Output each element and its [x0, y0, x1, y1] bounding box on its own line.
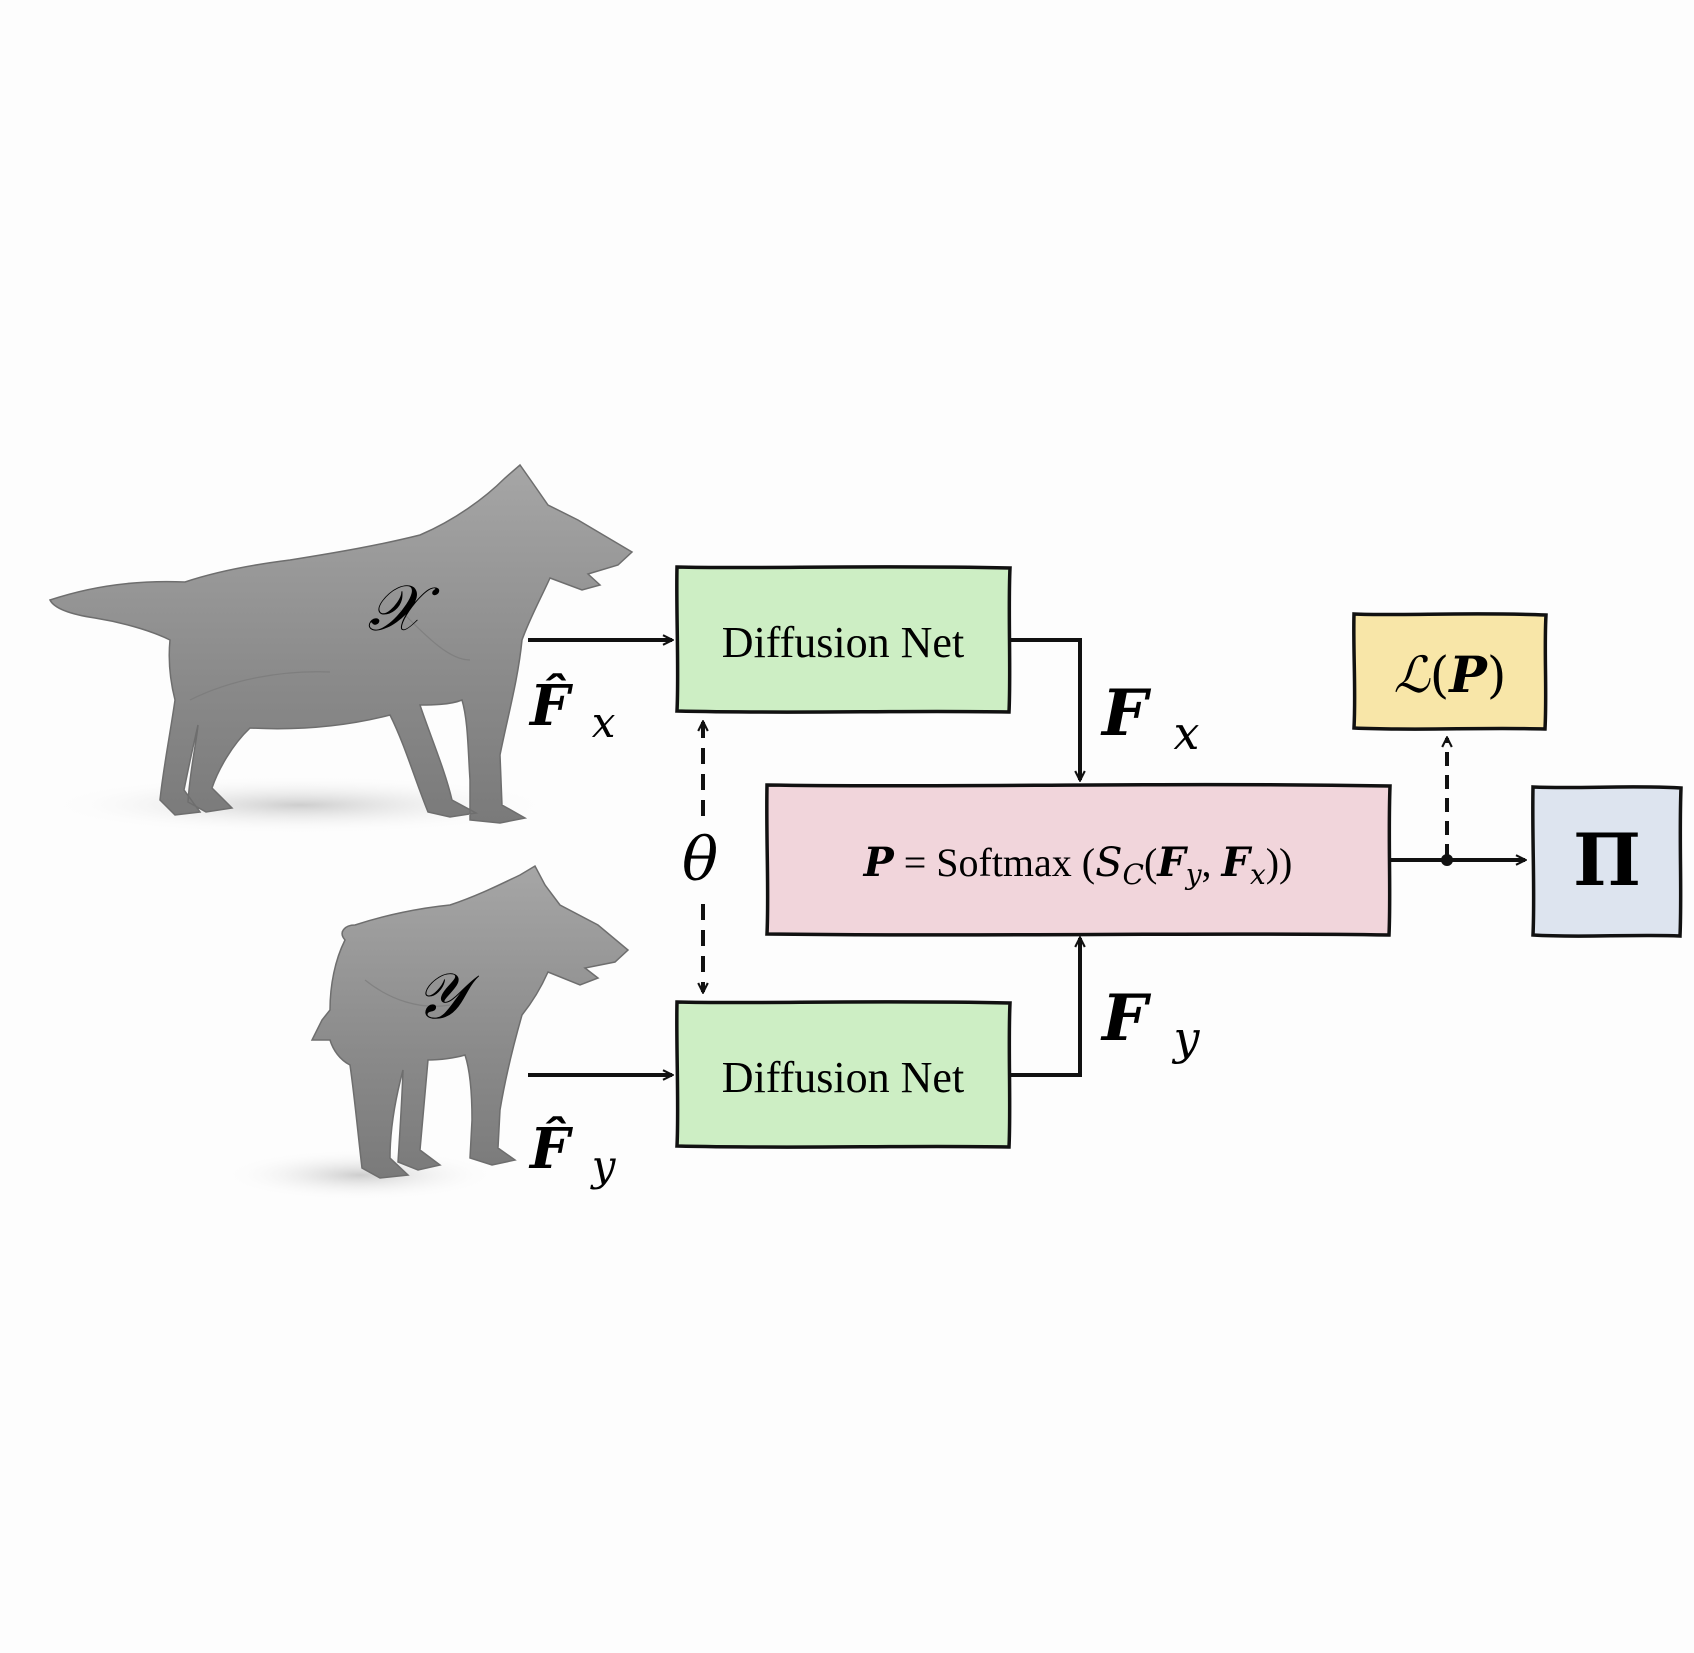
input-fy-hat-sub: y: [590, 1141, 617, 1190]
branch-point: [1441, 854, 1453, 866]
softmax-arg2: F: [1221, 839, 1253, 886]
loss-arg: P: [1447, 645, 1488, 704]
svg-text:ℒ(P): ℒ(P): [1394, 645, 1507, 704]
diffusion-net-bottom-box: [675, 1000, 1012, 1149]
softmax-arg2-sub: x: [1250, 858, 1266, 891]
output-pi-box-shape: [1531, 785, 1683, 938]
softmax-args-open: (: [1144, 840, 1157, 885]
output-pi-box: Π: [1531, 785, 1683, 938]
output-fx-sub: x: [1173, 706, 1199, 760]
shared-weights-label: θ: [682, 825, 718, 895]
softmax-close: )): [1266, 840, 1293, 885]
input-fx-hat-base: F̂: [528, 672, 574, 739]
diffusion-net-bottom-label: Diffusion Net: [722, 1053, 964, 1102]
input-fx-hat-sub: x: [592, 698, 616, 747]
diffusion-net-top-box: [675, 565, 1012, 714]
loss-box: ℒ(P): [1352, 612, 1548, 731]
softmax-comma: ,: [1202, 840, 1222, 885]
softmax-s: S: [1095, 840, 1122, 886]
loss-open: (: [1430, 646, 1450, 704]
output-fy-base: F: [1100, 981, 1152, 1056]
diffusion-net-top-label: Diffusion Net: [722, 618, 964, 667]
svg-text:F x: F x: [1100, 676, 1199, 760]
svg-text:F̂ y: F̂ y: [528, 1115, 617, 1190]
diffusion-net-bottom: Diffusion Net: [675, 1000, 1012, 1149]
input-feature-fx-hat: F̂ x: [528, 672, 616, 747]
svg-text:P = Softmax (SC(Fy, Fx)): P = Softmax (SC(Fy, Fx)): [863, 839, 1293, 891]
softmax-lhs: P: [863, 839, 896, 886]
output-fx-base: F: [1100, 676, 1152, 751]
diffusion-net-top: Diffusion Net: [675, 565, 1012, 714]
theta-backdrop: [670, 818, 736, 898]
loss-func: ℒ: [1394, 646, 1431, 704]
softmax-s-sub: C: [1123, 858, 1144, 891]
svg-text:F̂ x: F̂ x: [528, 672, 616, 747]
shape-y-wolf: 𝒴: [220, 864, 630, 1201]
softmax-eq: =: [894, 840, 937, 885]
softmax-box-shape: [765, 782, 1392, 937]
loss-close: ): [1487, 646, 1507, 704]
output-feature-fx: F x: [1100, 676, 1199, 760]
output-feature-fy: F y: [1100, 981, 1200, 1065]
softmax-func: Softmax: [936, 840, 1072, 885]
softmax-open: (: [1072, 840, 1095, 885]
softmax-box: P = Softmax (SC(Fy, Fx)): [765, 782, 1392, 937]
arrow-net-top-to-softmax: [1010, 638, 1080, 780]
loss-box-shape: [1352, 612, 1548, 731]
input-feature-fy-hat: F̂ y: [528, 1115, 617, 1190]
shape-x-wolf: 𝒳: [40, 463, 634, 835]
softmax-arg1-sub: y: [1184, 858, 1203, 891]
shape-y-silhouette: [310, 864, 630, 1179]
arrow-net-bottom-to-softmax: [1010, 938, 1080, 1077]
output-pi-label: Π: [1573, 817, 1641, 902]
svg-text:F y: F y: [1100, 981, 1200, 1065]
shape-x-silhouette: [48, 463, 634, 824]
input-fy-hat-base: F̂: [528, 1115, 574, 1182]
softmax-arg1: F: [1156, 839, 1188, 886]
output-fy-sub: y: [1171, 1011, 1200, 1065]
